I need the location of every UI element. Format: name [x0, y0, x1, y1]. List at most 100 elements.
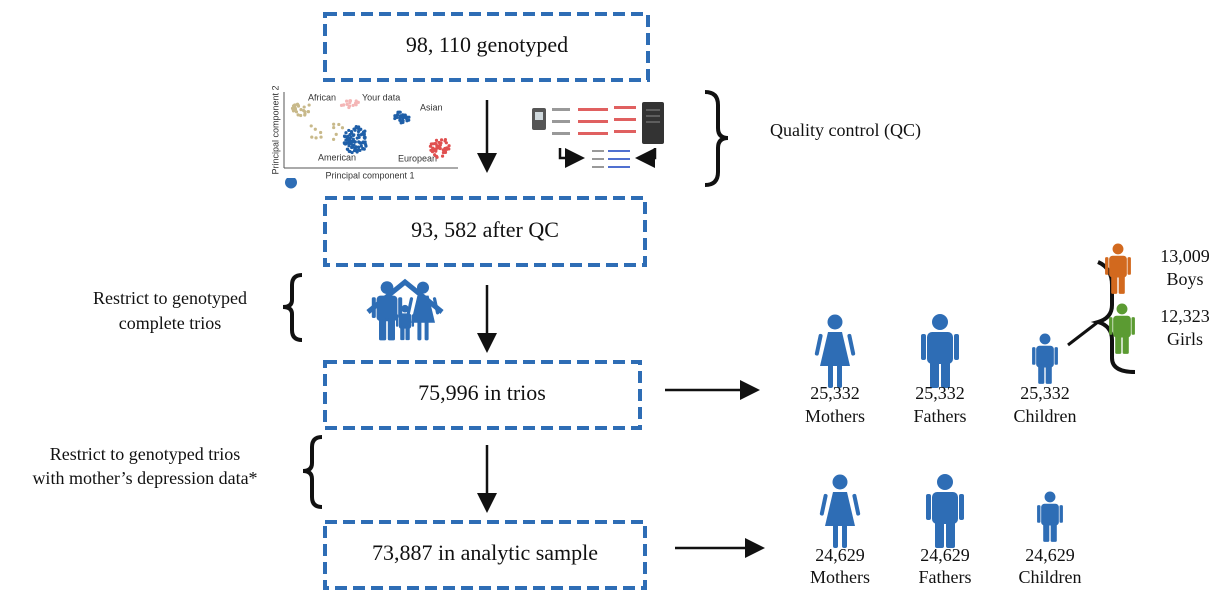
count: 24,629	[1025, 545, 1075, 565]
scatter-dot	[355, 136, 359, 140]
scatter-dot	[342, 103, 346, 107]
scatter-dot	[395, 113, 399, 117]
scatter-dot	[353, 128, 357, 132]
scatter-dot	[351, 137, 355, 141]
mother-icon	[819, 474, 861, 548]
scatter-dot	[440, 154, 445, 158]
scatter-dot	[337, 122, 341, 127]
qc-label: Quality control (QC)	[770, 120, 921, 141]
scatter-dot	[443, 150, 447, 154]
brace	[302, 435, 323, 509]
scatter-dot	[434, 138, 439, 142]
genotype-row	[592, 158, 604, 160]
scatter-dot	[344, 131, 348, 135]
group-label: European	[398, 153, 437, 163]
scatter-dot	[293, 107, 297, 111]
scatter-dot	[444, 141, 448, 145]
group-label: American	[318, 152, 356, 162]
group-label: Your data	[362, 92, 400, 102]
scatter-dot	[345, 99, 349, 103]
scatter-dot	[407, 115, 411, 119]
scatter-dot	[435, 144, 439, 148]
scatter-dot	[358, 128, 362, 132]
scatter-dot	[358, 141, 362, 145]
scatter-dot	[319, 135, 323, 139]
genotype-row	[552, 120, 570, 123]
group-label: Asian	[420, 102, 443, 112]
filter-label: with mother’s depression data*	[32, 468, 257, 488]
count: 12,323	[1160, 306, 1210, 326]
brace	[282, 273, 303, 342]
scatter-dot	[354, 148, 358, 152]
scatter-dot	[342, 134, 347, 138]
genotype-row	[578, 120, 608, 123]
scatter-dot	[347, 139, 351, 143]
member-label: Girls	[1167, 329, 1203, 349]
scatter-dot	[306, 110, 311, 114]
axis-label: Principal component 1	[325, 170, 414, 180]
scatter-dot	[354, 124, 358, 129]
genotype-row	[608, 166, 630, 168]
scatter-dot	[294, 110, 299, 114]
count: 24,629	[920, 545, 970, 565]
member-label: Children	[1019, 567, 1082, 587]
server	[642, 102, 664, 144]
scatter-dot	[359, 144, 363, 148]
member-label: Fathers	[914, 406, 967, 426]
step-box	[323, 196, 647, 267]
scatter-dot	[314, 136, 318, 140]
genotype-row	[608, 158, 630, 160]
genotyping-illustration	[532, 102, 664, 168]
scatter-dot	[347, 128, 351, 133]
step-label: 93, 582 after QC	[411, 217, 559, 242]
scatter-dot	[295, 102, 300, 106]
pca-plot: Principal component 2 Principal componen…	[270, 85, 458, 189]
genotype-row	[578, 108, 608, 111]
member-label: Mothers	[805, 406, 865, 426]
step-label: 75,996 in trios	[418, 380, 546, 405]
genotype-row	[552, 108, 570, 111]
scatter-dot	[340, 126, 345, 130]
scatter-dot	[439, 138, 444, 142]
count: 25,332	[1020, 383, 1070, 403]
connector	[635, 148, 657, 168]
scatter-dot	[363, 129, 367, 133]
group-label: African	[308, 92, 336, 102]
member-label: Fathers	[919, 567, 972, 587]
scatter-dot	[396, 110, 400, 114]
scatter-dot	[331, 137, 336, 141]
scatter-dot	[358, 148, 362, 152]
step-label: 98, 110 genotyped	[406, 32, 568, 57]
genotype-row	[614, 118, 636, 121]
genotype-row	[592, 150, 604, 152]
scatter-dot	[310, 135, 314, 139]
scatter-dot	[350, 150, 354, 155]
scatter-dot	[307, 103, 311, 107]
father-icon	[921, 314, 959, 388]
scatter-dot	[361, 147, 365, 151]
scatter-dot	[350, 145, 355, 149]
scatter-dot	[347, 144, 351, 148]
scatter-dot	[343, 142, 347, 146]
connector	[558, 148, 585, 168]
scatter-dot	[299, 108, 303, 112]
scatter-dot	[347, 105, 351, 110]
filter-label: Restrict to genotyped trios	[50, 444, 240, 464]
scatter-dot	[447, 147, 451, 151]
count: 25,332	[915, 383, 965, 403]
scatter-dot	[398, 116, 402, 120]
scatter-dot	[356, 133, 361, 137]
scatter-dot	[434, 149, 438, 153]
scatter-dot	[303, 112, 307, 116]
member-label: Boys	[1166, 269, 1203, 289]
scatter-dot	[332, 122, 336, 126]
scatter-dot	[395, 115, 399, 120]
scatter-dot	[345, 136, 350, 140]
scatter-dot	[447, 144, 451, 148]
genotype-row	[552, 132, 570, 135]
scatter-dot	[345, 102, 349, 106]
scatter-dot	[356, 100, 360, 104]
scatter-dot	[359, 133, 363, 137]
child-icon	[1032, 334, 1058, 384]
child-icon	[1037, 492, 1063, 542]
